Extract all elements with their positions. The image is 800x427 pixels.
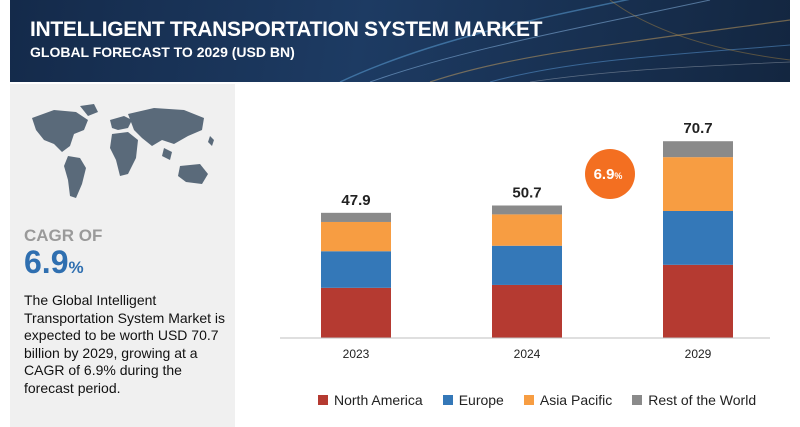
total-label-2024: 50.7 xyxy=(512,185,541,202)
stacked-bar-chart: 47.9 2023 50.7 2024 70.7 2029 6.9% xyxy=(280,120,770,361)
cagr-number: 6.9 xyxy=(24,244,69,280)
category-label-2024: 2024 xyxy=(514,347,541,361)
legend-label-rest-of-the-world: Rest of the World xyxy=(648,392,757,408)
bar-segment-europe-2029 xyxy=(663,210,733,265)
legend-swatch-rest-of-the-world xyxy=(632,395,643,405)
summary-panel: CAGR OF 6.9% The Global Intelligent Tran… xyxy=(10,84,235,427)
bar-segment-asia-pacific-2029 xyxy=(663,157,733,211)
chart-legend: North America Europe Asia Pacific Rest of t… xyxy=(318,392,756,408)
bar-segment-rest-of-the-world-2029 xyxy=(663,141,733,158)
legend-swatch-asia-pacific xyxy=(523,395,534,405)
bar-segment-rest-of-the-world-2024 xyxy=(492,205,562,215)
category-label-2023: 2023 xyxy=(343,347,370,361)
page-title: INTELLIGENT TRANSPORTATION SYSTEM MARKET xyxy=(30,18,543,41)
banner-light-trails xyxy=(339,0,790,82)
header-banner: INTELLIGENT TRANSPORTATION SYSTEM MARKET… xyxy=(10,0,790,82)
legend-label-north-america: North America xyxy=(334,392,423,408)
cagr-badge xyxy=(585,149,635,199)
bar-segment-europe-2023 xyxy=(321,251,391,288)
legend-item-north-america: North America xyxy=(318,392,423,408)
cagr-unit: % xyxy=(68,258,84,277)
cagr-badge-value: 6.9% xyxy=(594,166,623,183)
legend-swatch-europe xyxy=(442,395,453,405)
cagr-value: 6.9% xyxy=(24,244,84,281)
legend-swatch-north-america xyxy=(318,395,328,405)
legend-item-asia-pacific: Asia Pacific xyxy=(523,392,613,408)
bar-segment-north-america-2029 xyxy=(663,264,733,338)
bar-segment-north-america-2023 xyxy=(321,287,391,338)
legend-item-europe: Europe xyxy=(442,392,504,408)
legend-label-asia-pacific: Asia Pacific xyxy=(539,392,613,408)
cagr-badge-unit: % xyxy=(614,171,622,181)
world-map-icon xyxy=(32,104,214,198)
market-description: The Global Intelligent Transportation Sy… xyxy=(24,292,225,396)
bar-segment-europe-2024 xyxy=(492,245,562,285)
bar-segment-asia-pacific-2024 xyxy=(492,214,562,246)
bar-segment-rest-of-the-world-2023 xyxy=(321,212,391,222)
cagr-label: CAGR OF xyxy=(24,226,103,245)
bar-segment-north-america-2024 xyxy=(492,284,562,338)
legend-item-rest-of-the-world: Rest of the World xyxy=(632,392,756,408)
legend-label-europe: Europe xyxy=(458,392,504,408)
bar-segment-asia-pacific-2023 xyxy=(321,221,391,252)
page-subtitle: GLOBAL FORECAST TO 2029 (USD BN) xyxy=(30,44,295,60)
total-label-2023: 47.9 xyxy=(341,192,370,209)
total-label-2029: 70.7 xyxy=(683,120,712,137)
category-label-2029: 2029 xyxy=(685,347,712,361)
